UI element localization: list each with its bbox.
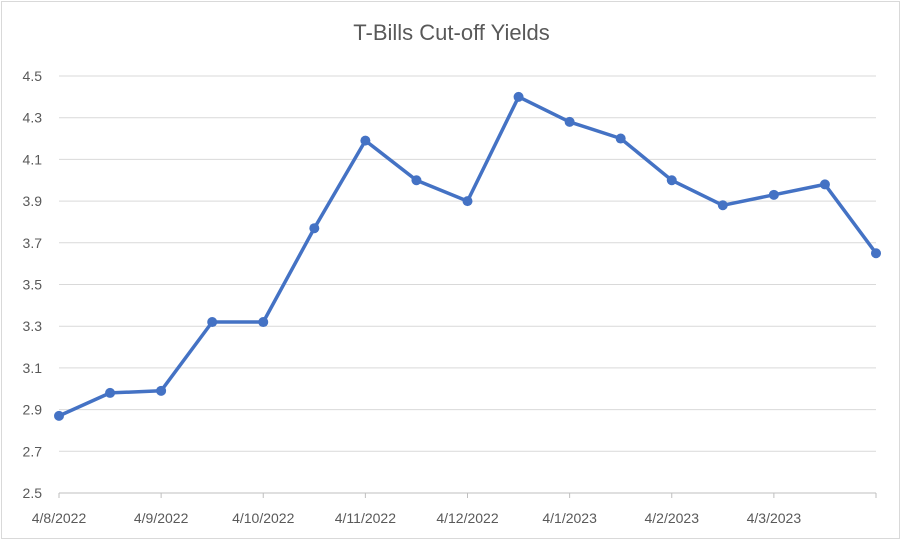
y-tick-label: 3.1 [23, 360, 43, 376]
y-tick-label: 2.5 [23, 485, 43, 501]
y-tick-label: 2.7 [23, 443, 43, 459]
data-point [258, 317, 269, 328]
y-tick-label: 2.9 [23, 402, 43, 418]
data-point [871, 248, 881, 259]
x-tick-label: 4/1/2023 [542, 510, 597, 526]
data-point [564, 116, 575, 127]
data-point [666, 175, 677, 186]
data-point [462, 196, 473, 207]
y-axis-tick-labels: 2.5 2.7 2.9 3.1 3.3 3.5 3.7 3.9 4.1 4.3 4.5 [23, 68, 43, 501]
data-point [207, 317, 218, 328]
y-tick-label: 3.3 [23, 318, 43, 334]
data-point [615, 133, 626, 144]
data-point [411, 175, 422, 186]
y-tick-label: 3.5 [23, 277, 43, 293]
data-point [819, 179, 830, 190]
y-tick-label: 4.5 [23, 68, 43, 84]
data-point [156, 385, 167, 396]
data-point [513, 91, 524, 102]
y-tick-label: 4.1 [23, 151, 43, 167]
x-tick-label: 4/8/2022 [32, 510, 87, 526]
data-point [309, 223, 320, 234]
chart-title: T-Bills Cut-off Yields [353, 20, 550, 45]
data-point [105, 387, 116, 398]
y-tick-label: 3.7 [23, 235, 43, 251]
x-tick-label: 4/12/2022 [436, 510, 498, 526]
gridlines [59, 75, 876, 494]
x-axis [58, 492, 877, 498]
x-tick-label: 4/10/2022 [232, 510, 294, 526]
x-axis-tick-labels: 4/8/2022 4/9/2022 4/10/2022 4/11/2022 4/12/2… [32, 510, 802, 526]
series-group [54, 91, 881, 421]
x-tick-label: 4/3/2023 [747, 510, 802, 526]
data-point [717, 200, 728, 211]
x-tick-label: 4/11/2022 [335, 510, 396, 526]
data-point [360, 135, 371, 146]
data-point [768, 189, 779, 200]
x-tick-label: 4/2/2023 [645, 510, 700, 526]
y-tick-label: 4.3 [23, 110, 43, 126]
data-point [54, 410, 64, 421]
x-tick-label: 4/9/2022 [134, 510, 189, 526]
y-tick-label: 3.9 [23, 193, 43, 209]
